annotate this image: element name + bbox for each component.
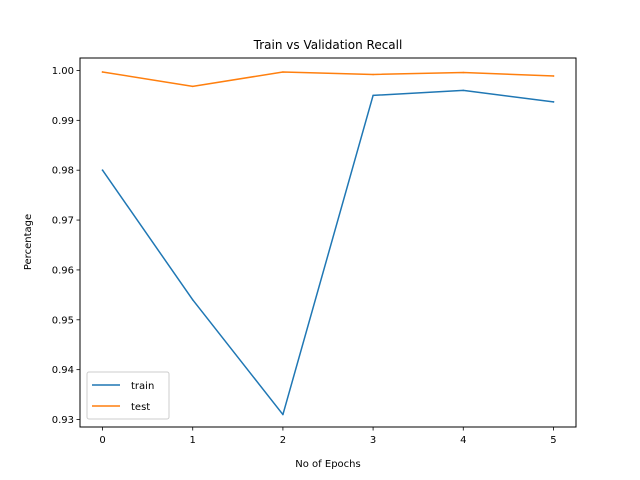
y-tick-label: 0.95 — [52, 315, 74, 326]
series-line-test — [101, 71, 555, 88]
y-tick-label: 0.98 — [52, 166, 74, 177]
data-point-train — [372, 94, 374, 97]
y-tick-label: 0.94 — [52, 365, 74, 376]
legend-frame — [86, 371, 170, 420]
y-tick-label: 0.97 — [52, 216, 74, 227]
data-point-train — [462, 89, 465, 92]
y-tick-label: 0.96 — [52, 265, 74, 276]
y-axis: 0.93 0.94 0.95 0.96 0.97 0.98 0.99 1.00 — [52, 66, 80, 426]
data-point-test — [101, 71, 104, 73]
y-axis-title: Percentage — [23, 214, 34, 270]
legend: train test — [86, 371, 170, 420]
data-point-train — [552, 101, 555, 103]
data-point-train — [191, 299, 194, 301]
x-tick-label: 1 — [190, 435, 196, 446]
x-axis: 0 1 2 3 4 5 — [99, 427, 557, 446]
legend-label-train: train — [131, 381, 154, 392]
legend-label-test: test — [131, 402, 150, 413]
data-point-test — [191, 85, 194, 88]
plot-area — [79, 57, 577, 428]
x-axis-title: No of Epochs — [295, 459, 360, 470]
x-tick-label: 4 — [460, 435, 466, 446]
series-layer — [101, 71, 555, 416]
x-tick-label: 2 — [280, 435, 286, 446]
chart-title: Train vs Validation Recall — [253, 38, 403, 52]
series-line-train — [101, 89, 555, 416]
x-tick-label: 3 — [370, 435, 376, 446]
data-point-train — [101, 169, 104, 171]
x-tick-label: 0 — [99, 435, 105, 446]
data-point-test — [372, 73, 374, 76]
y-tick-label: 1.00 — [52, 66, 74, 77]
data-point-test — [282, 71, 284, 73]
y-tick-label: 0.99 — [52, 116, 74, 127]
y-tick-label: 0.93 — [52, 415, 74, 426]
data-point-test — [552, 75, 555, 77]
x-tick-label: 5 — [550, 435, 556, 446]
data-point-test — [462, 71, 465, 74]
data-point-train — [282, 413, 284, 416]
